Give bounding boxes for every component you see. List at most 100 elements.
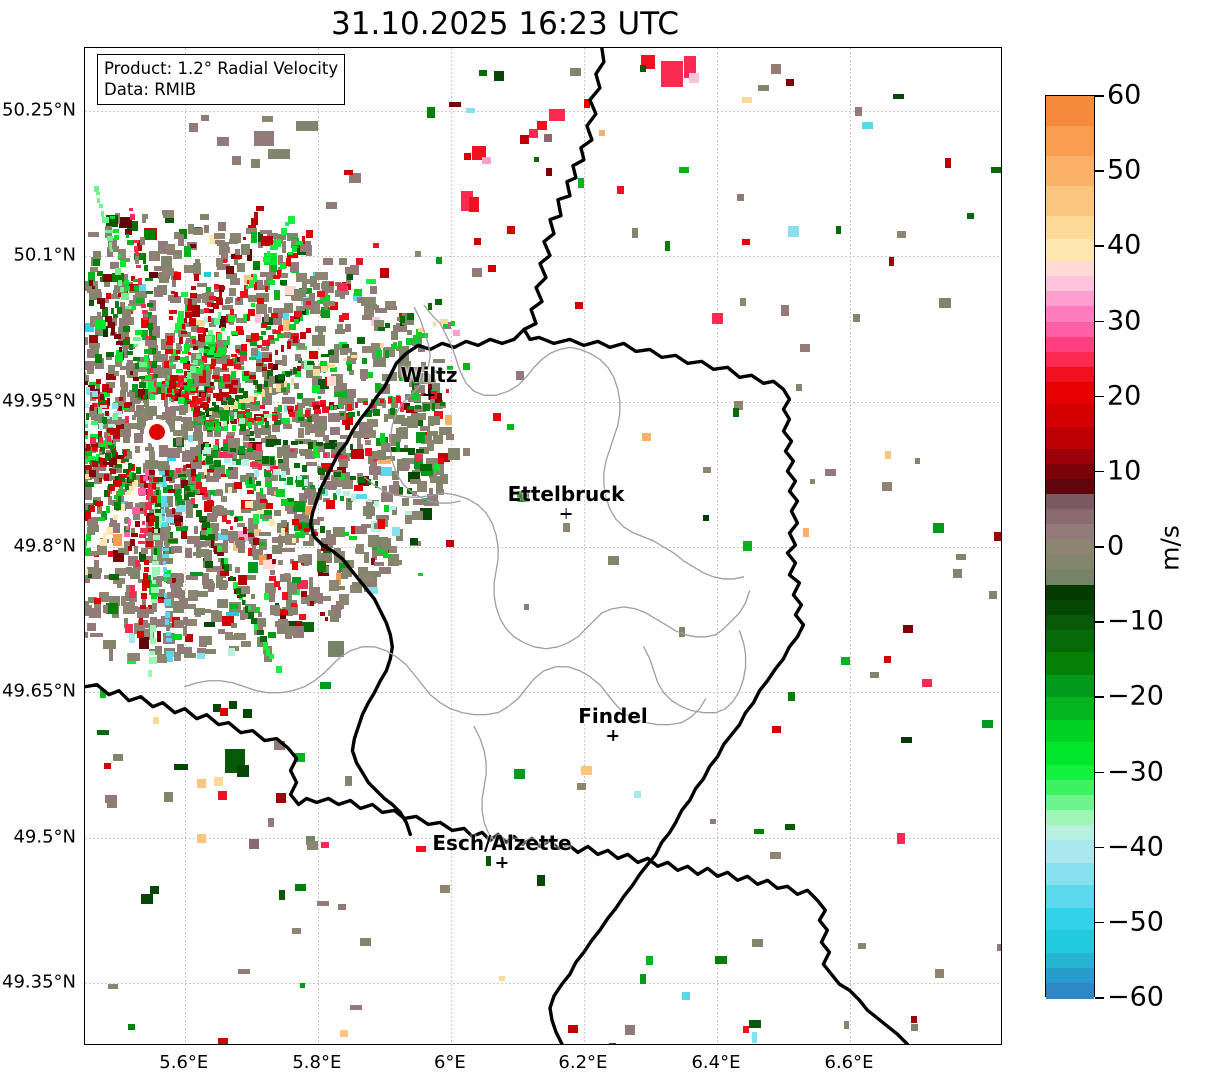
radar-echo-cell <box>266 338 275 345</box>
radar-echo-cell <box>396 346 410 351</box>
radar-echo-cell <box>105 351 115 357</box>
colorbar-tick-label: −20 <box>1107 680 1164 712</box>
radar-echo-cell <box>271 424 281 432</box>
radar-echo-cell <box>274 741 285 750</box>
radar-echo-cell <box>109 445 115 451</box>
y-axis-tick-label: 49.95°N <box>2 390 76 412</box>
radar-echo-cell <box>362 315 372 321</box>
radar-echo-cell <box>743 1025 750 1033</box>
colorbar-tick-label: −40 <box>1107 831 1164 863</box>
radar-echo-cell <box>148 322 154 330</box>
colorbar-tick <box>1095 470 1104 473</box>
radar-echo-cell <box>133 546 138 555</box>
radar-echo-cell <box>276 384 281 392</box>
radar-echo-cell <box>165 393 173 398</box>
colorbar-tick <box>1095 95 1104 97</box>
district-boundary-esch <box>473 725 495 842</box>
radar-echo-cell <box>210 489 215 496</box>
radar-echo-cell <box>267 307 272 314</box>
radar-echo-cell <box>85 380 89 385</box>
radar-echo-cell <box>417 412 426 421</box>
radar-echo-cell <box>237 765 249 777</box>
colorbar-segment <box>1046 554 1094 571</box>
colorbar-segment <box>1046 306 1094 323</box>
radar-echo-cell <box>197 416 204 423</box>
radar-echo-cell <box>302 236 306 244</box>
radar-echo-cell <box>323 550 331 555</box>
radar-echo-cell <box>835 226 842 234</box>
radar-echo-cell <box>274 439 281 445</box>
map-plot-area[interactable]: Wiltz Ettelbruck Findel Esch/Alzette Produc… <box>84 47 1002 1045</box>
radar-echo-cell <box>417 346 426 352</box>
radar-echo-cell <box>152 716 159 725</box>
radar-echo-cell <box>89 405 94 411</box>
radar-echo-cell <box>308 576 314 589</box>
radar-echo-cell <box>85 545 86 551</box>
gridline-horizontal <box>85 983 1001 985</box>
radar-echo-cell <box>341 478 353 489</box>
radar-echo-cell <box>282 522 289 532</box>
radar-echo-cell <box>292 928 301 935</box>
radar-echo-cell <box>146 368 151 375</box>
radar-echo-cell <box>366 479 371 486</box>
radar-echo-cell <box>240 423 247 432</box>
radar-echo-cell <box>149 649 162 656</box>
radar-echo-cell <box>180 291 188 298</box>
radar-echo-cell <box>144 560 150 566</box>
radar-echo-cell <box>256 421 264 426</box>
radar-echo-cell <box>216 598 228 608</box>
radar-echo-cell <box>112 465 122 473</box>
radar-echo-cell <box>183 617 189 626</box>
radar-echo-cell <box>197 834 206 843</box>
radar-echo-cell <box>105 293 111 299</box>
radar-echo-cell <box>197 651 205 659</box>
radar-echo-cell <box>190 365 196 373</box>
colorbar[interactable] <box>1045 95 1104 999</box>
gridline-horizontal <box>85 110 1001 112</box>
colorbar-segment <box>1046 524 1094 541</box>
radar-echo-cell <box>260 487 264 496</box>
radar-echo-cell <box>193 607 206 615</box>
radar-echo-cell <box>346 356 357 364</box>
radar-echo-cell <box>94 354 103 364</box>
radar-echo-cell <box>111 403 118 409</box>
radar-echo-cell <box>281 241 287 253</box>
radar-echo-cell <box>284 302 293 314</box>
radar-echo-cell <box>183 264 195 274</box>
radar-echo-cell <box>342 567 352 577</box>
radar-echo-cell <box>88 568 99 575</box>
radar-echo-cell <box>306 481 314 489</box>
radar-echo-cell <box>101 273 114 282</box>
radar-echo-cell <box>268 149 290 159</box>
radar-echo-cell <box>280 227 288 235</box>
radar-echo-cell <box>380 342 385 349</box>
radar-echo-cell <box>206 471 220 483</box>
radar-echo-cell <box>248 224 257 228</box>
radar-echo-cell <box>389 505 396 510</box>
radar-echo-cell <box>174 468 187 478</box>
radar-echo-cell <box>133 252 146 261</box>
radar-echo-cell <box>188 298 192 305</box>
radar-echo-cell <box>197 361 205 365</box>
radar-echo-cell <box>85 488 93 501</box>
radar-echo-cell <box>254 131 274 146</box>
radar-echo-cell <box>884 451 891 460</box>
radar-echo-cell <box>92 251 101 260</box>
radar-echo-cell <box>125 470 132 475</box>
radar-echo-cell <box>125 491 132 496</box>
radar-echo-cell <box>157 654 168 664</box>
radar-echo-cell <box>350 354 358 358</box>
radar-echo-cell <box>186 305 195 312</box>
colorbar-segment <box>1046 449 1094 465</box>
radar-echo-cell <box>138 375 146 380</box>
radar-echo-cell <box>277 459 283 463</box>
radar-echo-cell <box>155 477 164 482</box>
radar-echo-cell <box>231 402 238 410</box>
radar-echo-cell <box>438 368 443 373</box>
radar-echo-cell <box>241 414 252 421</box>
radar-echo-cell <box>191 371 200 384</box>
radar-echo-cell <box>140 329 148 337</box>
radar-echo-cell <box>353 485 363 492</box>
radar-echo-cell <box>313 369 321 376</box>
radar-echo-cell <box>367 586 379 594</box>
